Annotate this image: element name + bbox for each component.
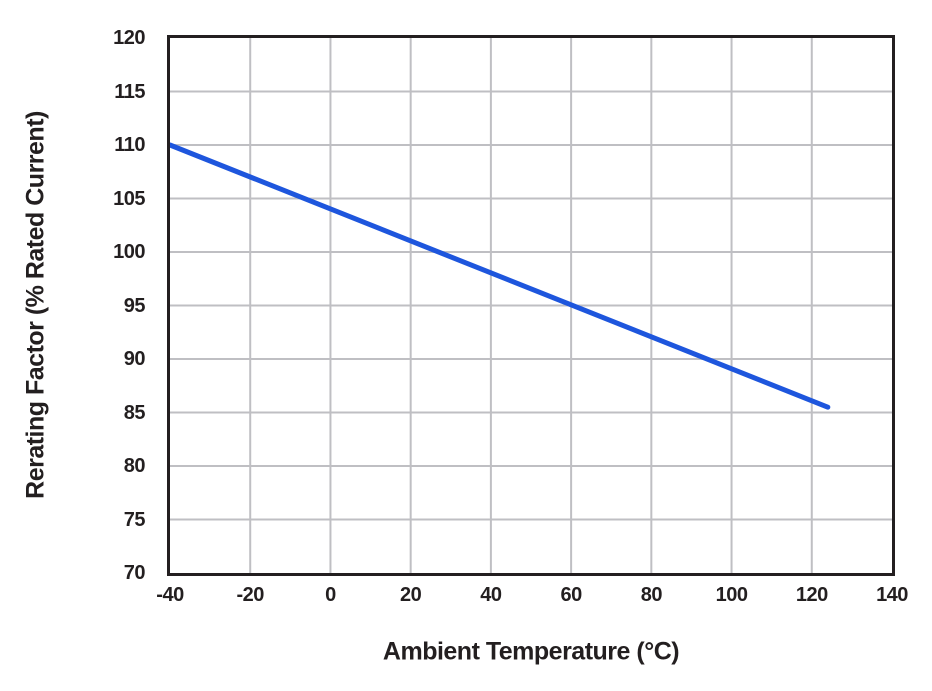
y-axis-title: Rerating Factor (% Rated Current) — [21, 111, 50, 499]
y-tick-label: 115 — [114, 80, 145, 103]
y-tick-label: 90 — [123, 348, 146, 370]
x-tick-label: 20 — [400, 584, 422, 606]
x-tick-label: 0 — [325, 584, 336, 606]
y-tick-label: 105 — [113, 187, 145, 210]
x-tick-label: -20 — [236, 584, 265, 606]
x-tick-label: 40 — [480, 584, 502, 606]
plot-area — [167, 35, 895, 576]
y-tick-label: 100 — [113, 241, 145, 263]
y-tick-label: 80 — [123, 455, 146, 477]
y-tick-label: 70 — [123, 562, 146, 584]
x-tick-label: 80 — [640, 584, 663, 606]
y-tick-label: 95 — [123, 294, 146, 317]
x-tick-label: 140 — [876, 584, 908, 606]
x-tick-label: -40 — [156, 584, 184, 606]
y-tick-label: 75 — [123, 508, 146, 531]
y-tick-label: 120 — [113, 27, 145, 49]
chart-canvas — [170, 38, 892, 573]
series-line-rerating-factor — [170, 142, 831, 410]
y-tick-label: 85 — [123, 401, 146, 424]
y-tick-label: 110 — [114, 134, 145, 156]
x-tick-label: 120 — [795, 584, 828, 606]
x-tick-label: 100 — [715, 584, 748, 606]
x-tick-label: 60 — [560, 584, 582, 606]
x-axis-title: Ambient Temperature (°C) — [382, 637, 680, 666]
